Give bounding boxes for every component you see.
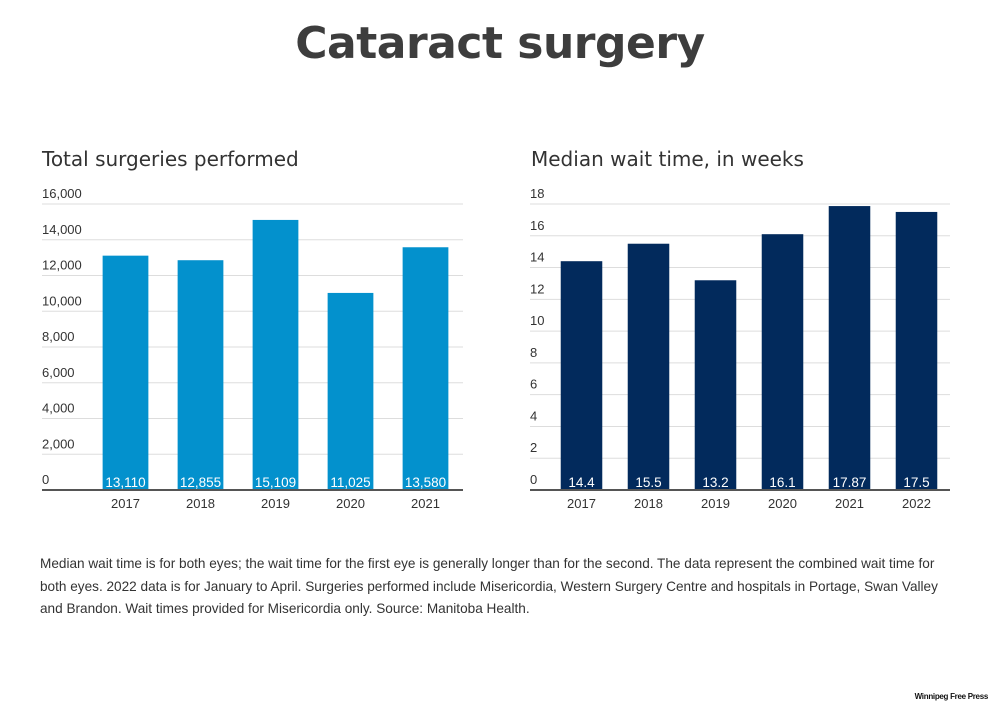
bar	[627, 243, 670, 490]
y-tick-label: 0	[530, 472, 537, 487]
y-tick-label: 2,000	[42, 436, 75, 451]
y-tick-label: 10	[530, 313, 544, 328]
bar	[252, 219, 299, 490]
bar	[694, 280, 737, 490]
y-tick-label: 8,000	[42, 329, 75, 344]
data-label: 17.5	[903, 475, 929, 490]
x-tick-label: 2018	[186, 496, 215, 511]
x-tick-label: 2021	[411, 496, 440, 511]
x-tick-label: 2019	[701, 496, 730, 511]
bar	[761, 234, 804, 490]
wait-time-chart-title: Median wait time, in weeks	[531, 147, 804, 171]
publisher-logo: Winnipeg Free Press	[914, 692, 989, 701]
data-label: 16.1	[769, 475, 795, 490]
y-tick-label: 8	[530, 345, 537, 360]
page-title: Cataract surgery	[295, 18, 705, 69]
bar	[177, 260, 224, 490]
y-tick-label: 10,000	[42, 293, 82, 308]
y-tick-label: 16	[530, 218, 544, 233]
data-label: 12,855	[180, 475, 221, 490]
data-label: 11,025	[330, 475, 370, 490]
y-tick-label: 2	[530, 440, 537, 455]
y-tick-label: 12	[530, 281, 544, 296]
y-tick-label: 0	[42, 472, 49, 487]
data-label: 13.2	[702, 475, 728, 490]
x-tick-label: 2022	[902, 496, 931, 511]
data-label: 13,110	[105, 475, 145, 490]
bar	[895, 211, 938, 490]
y-tick-label: 14	[530, 250, 544, 265]
x-tick-label: 2020	[336, 496, 365, 511]
x-tick-label: 2020	[768, 496, 797, 511]
x-tick-label: 2018	[634, 496, 663, 511]
data-label: 15,109	[255, 475, 296, 490]
bar	[327, 292, 374, 490]
x-tick-label: 2017	[567, 496, 596, 511]
bar	[828, 206, 871, 490]
y-tick-label: 4	[530, 408, 537, 423]
data-label: 13,580	[405, 475, 446, 490]
x-tick-label: 2019	[261, 496, 290, 511]
x-tick-label: 2017	[111, 496, 140, 511]
data-label: 15.5	[635, 475, 661, 490]
data-label: 17.87	[833, 475, 867, 490]
y-tick-label: 12,000	[42, 258, 82, 273]
y-tick-label: 16,000	[42, 186, 82, 201]
bar	[560, 261, 603, 490]
y-tick-label: 14,000	[42, 222, 82, 237]
y-tick-label: 18	[530, 186, 544, 201]
x-tick-label: 2021	[835, 496, 864, 511]
y-tick-label: 6	[530, 377, 537, 392]
y-tick-label: 4,000	[42, 401, 75, 416]
data-label: 14.4	[568, 475, 595, 490]
surgeries-chart-title: Total surgeries performed	[42, 147, 299, 171]
footnote: Median wait time is for both eyes; the w…	[40, 556, 938, 616]
bar	[402, 247, 449, 490]
bar	[102, 255, 149, 490]
y-tick-label: 6,000	[42, 365, 75, 380]
